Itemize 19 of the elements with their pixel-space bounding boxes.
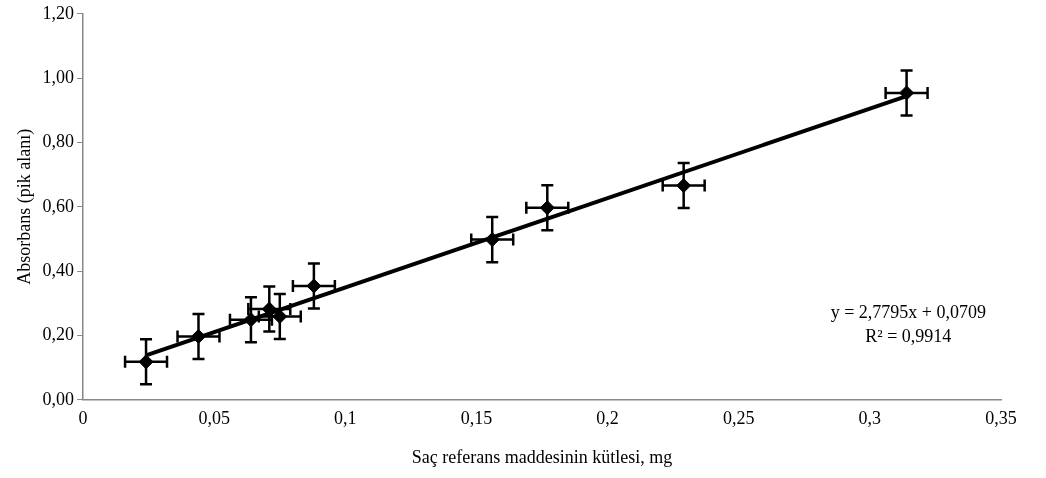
- y-axis-title: Absorbans (pik alanı): [13, 128, 35, 285]
- x-axis-title: Saç referans maddesinin kütlesi, mg: [411, 446, 673, 467]
- x-tick-label: 0,2: [596, 408, 619, 429]
- y-tick-label: 0,60: [42, 195, 75, 216]
- y-tick-label: 1,00: [42, 66, 75, 87]
- annotation: R² = 0,9914: [864, 325, 953, 348]
- x-tick-label: 0,35: [985, 408, 1017, 429]
- x-tick-label: 0,25: [722, 408, 755, 429]
- x-tick-label: 0: [78, 408, 88, 429]
- x-tick-label: 0,3: [858, 408, 882, 429]
- y-tick-label: 0,80: [42, 131, 75, 152]
- y-tick-label: 0,20: [42, 324, 75, 345]
- y-tick-label: 0,00: [42, 388, 75, 409]
- y-tick-label: 0,40: [42, 259, 75, 280]
- x-tick-label: 0,05: [198, 408, 230, 429]
- x-tick-label: 0,15: [460, 408, 493, 429]
- x-tick-label: 0,1: [334, 408, 357, 429]
- annotation: y = 2,7795x + 0,0709: [830, 301, 986, 324]
- y-tick-label: 1,20: [42, 2, 75, 23]
